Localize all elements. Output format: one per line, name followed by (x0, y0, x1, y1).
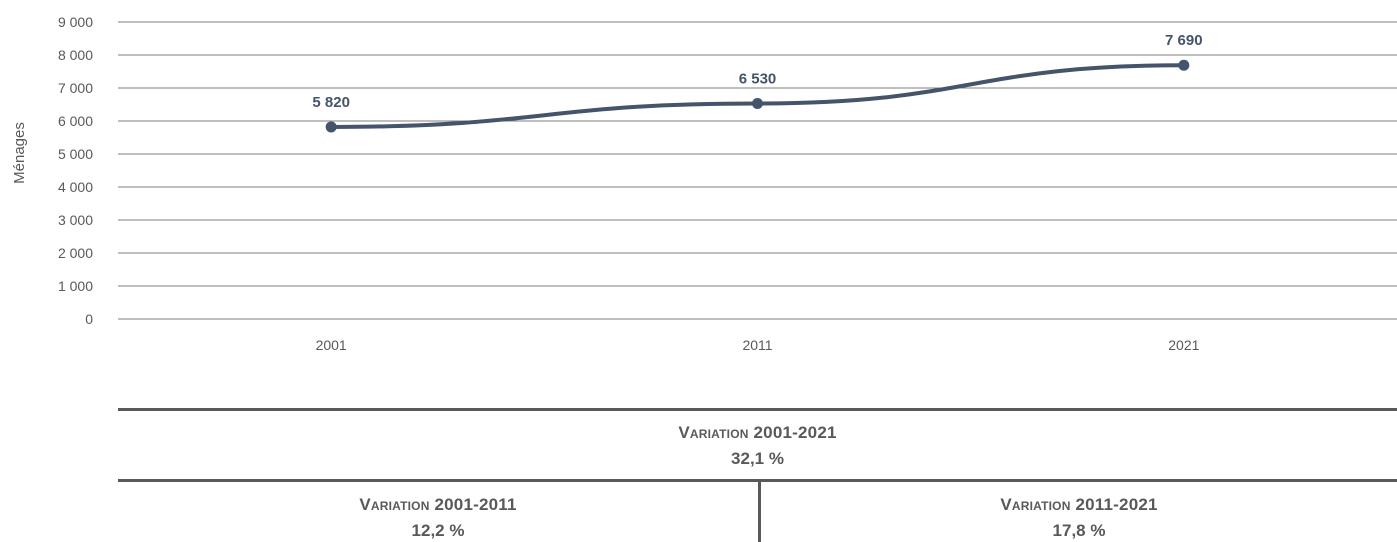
gridlines (118, 21, 1397, 320)
series-households: 5 820 6 530 7 690 (312, 32, 1203, 133)
variation-first-cell: Variation 2001-2011 12,2 % (118, 495, 758, 541)
data-label: 7 690 (1165, 32, 1203, 49)
table-column-divider (758, 482, 761, 542)
y-tick-label: 5 000 (58, 146, 93, 162)
data-point (325, 121, 337, 133)
y-tick-label: 1 000 (58, 278, 93, 294)
variation-second-label: Variation 2011-2021 (1000, 495, 1158, 514)
variation-first-label: Variation 2001-2011 (359, 495, 517, 514)
x-tick-label: 2021 (1168, 337, 1199, 353)
table-middle-rule (118, 479, 1397, 482)
y-tick-label: 7 000 (58, 80, 93, 96)
variation-total-cell: Variation 2001-2021 32,1 % (118, 423, 1397, 469)
table-top-rule (118, 408, 1397, 411)
variation-total-label: Variation 2001-2021 (678, 423, 837, 442)
y-tick-label: 0 (85, 311, 93, 327)
y-tick-label: 2 000 (58, 245, 93, 261)
y-tick-label: 3 000 (58, 212, 93, 228)
data-point (752, 98, 763, 110)
x-tick-label: 2001 (316, 337, 347, 353)
y-tick-label: 4 000 (58, 179, 93, 195)
y-axis-ticks: 0 1 000 2 000 3 000 4 000 5 000 6 000 7 000 8 00… (58, 14, 93, 327)
y-tick-label: 8 000 (58, 47, 93, 63)
data-label: 5 820 (312, 94, 350, 111)
y-tick-label: 9 000 (58, 14, 93, 30)
x-axis-ticks: 2001 2011 2021 (316, 337, 1200, 353)
x-tick-label: 2011 (742, 337, 772, 353)
variation-second-value: 17,8 % (1052, 521, 1106, 540)
y-tick-label: 6 000 (58, 113, 93, 129)
data-point (1178, 59, 1190, 71)
data-label: 6 530 (739, 71, 777, 88)
variation-second-cell: Variation 2011-2021 17,8 % (761, 495, 1397, 541)
variation-first-value: 12,2 % (411, 521, 465, 540)
y-axis-title: Ménages (11, 122, 28, 184)
households-line-chart: 0 1 000 2 000 3 000 4 000 5 000 6 000 7 000 8 00… (11, 14, 1397, 353)
variation-table: Variation 2001-2021 32,1 % Variation 200… (118, 408, 1397, 542)
variation-total-value: 32,1 % (731, 449, 784, 468)
